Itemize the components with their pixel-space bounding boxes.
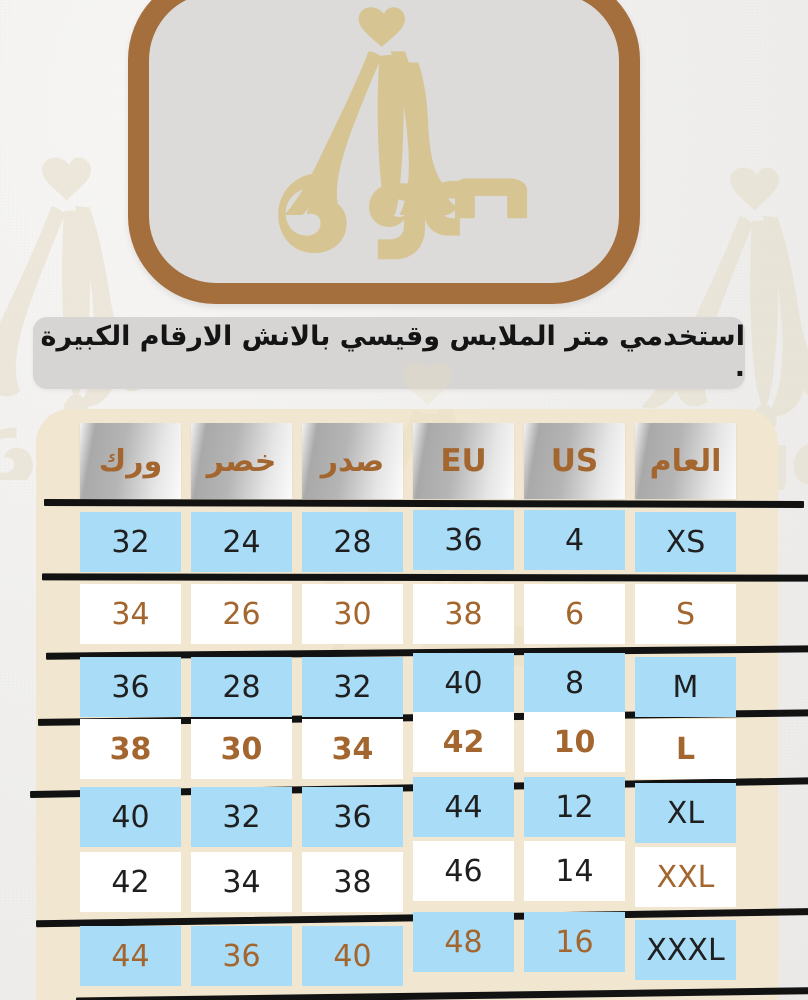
cell-us: 10 [524, 712, 625, 772]
table-row: 32 24 28 36 4 XS [36, 510, 778, 572]
table-row: 34 26 30 38 6 S [36, 584, 778, 644]
cell-hip: 32 [80, 512, 181, 572]
header-cell-hip: ورك [80, 423, 181, 499]
cell-bust: 32 [302, 657, 403, 717]
cell-bust: 38 [302, 852, 403, 912]
table-row: 36 28 32 40 8 M [36, 653, 778, 717]
row-separator [75, 986, 808, 1000]
cell-us: 16 [524, 912, 625, 972]
header-cell-us: US [524, 423, 625, 499]
brand-logo-frame [128, 0, 640, 304]
cell-bust: 36 [302, 787, 403, 847]
cell-eu: 44 [413, 777, 514, 837]
cell-general: XXL [635, 847, 736, 907]
cell-waist: 26 [191, 584, 292, 644]
cell-eu: 38 [413, 584, 514, 644]
cell-eu: 42 [413, 712, 514, 772]
header-cell-bust: صدر [302, 423, 403, 499]
cell-waist: 36 [191, 926, 292, 986]
size-table: ورك خصر صدر EU US العام 32 24 28 36 4 XS… [29, 409, 808, 1000]
cell-waist: 32 [191, 787, 292, 847]
brand-logo-wordmark [239, 161, 529, 277]
cell-general: L [635, 719, 736, 779]
header-cell-general: العام [635, 423, 736, 499]
cell-waist: 28 [191, 657, 292, 717]
cell-bust: 34 [302, 719, 403, 779]
cell-us: 12 [524, 777, 625, 837]
cell-us: 14 [524, 841, 625, 901]
cell-bust: 40 [302, 926, 403, 986]
cell-us: 6 [524, 584, 625, 644]
cell-us: 8 [524, 653, 625, 713]
cell-waist: 30 [191, 719, 292, 779]
cell-general: XS [635, 512, 736, 572]
row-separator [43, 499, 805, 508]
table-header-row: ورك خصر صدر EU US العام [36, 423, 778, 499]
cell-hip: 42 [80, 852, 181, 912]
header-cell-eu: EU [413, 423, 514, 499]
table-row: 44 36 40 48 16 XXXL [36, 912, 778, 986]
cell-waist: 24 [191, 512, 292, 572]
cell-general: M [635, 657, 736, 717]
row-separator [41, 573, 808, 582]
brand-logo-inner [149, 0, 619, 283]
instruction-text: استخدمي متر الملابس وقيسي بالانش الارقام… [40, 321, 746, 383]
cell-eu: 36 [413, 510, 514, 570]
table-row: 40 32 36 44 12 XL [36, 777, 778, 847]
cell-hip: 34 [80, 584, 181, 644]
cell-general: XXXL [635, 920, 736, 980]
cell-hip: 40 [80, 787, 181, 847]
cell-waist: 34 [191, 852, 292, 912]
cell-general: XL [635, 783, 736, 843]
cell-eu: 46 [413, 841, 514, 901]
cell-eu: 48 [413, 912, 514, 972]
cell-bust: 30 [302, 584, 403, 644]
cell-hip: 38 [80, 719, 181, 779]
table-row: 42 34 38 46 14 XXL [36, 841, 778, 912]
cell-general: S [635, 584, 736, 644]
cell-eu: 40 [413, 653, 514, 713]
table-row: 38 30 34 42 10 L [36, 712, 778, 779]
cell-hip: 44 [80, 926, 181, 986]
header-cell-waist: خصر [191, 423, 292, 499]
cell-hip: 36 [80, 657, 181, 717]
instruction-banner: استخدمي متر الملابس وقيسي بالانش الارقام… [33, 317, 745, 389]
cell-bust: 28 [302, 512, 403, 572]
cell-us: 4 [524, 510, 625, 570]
